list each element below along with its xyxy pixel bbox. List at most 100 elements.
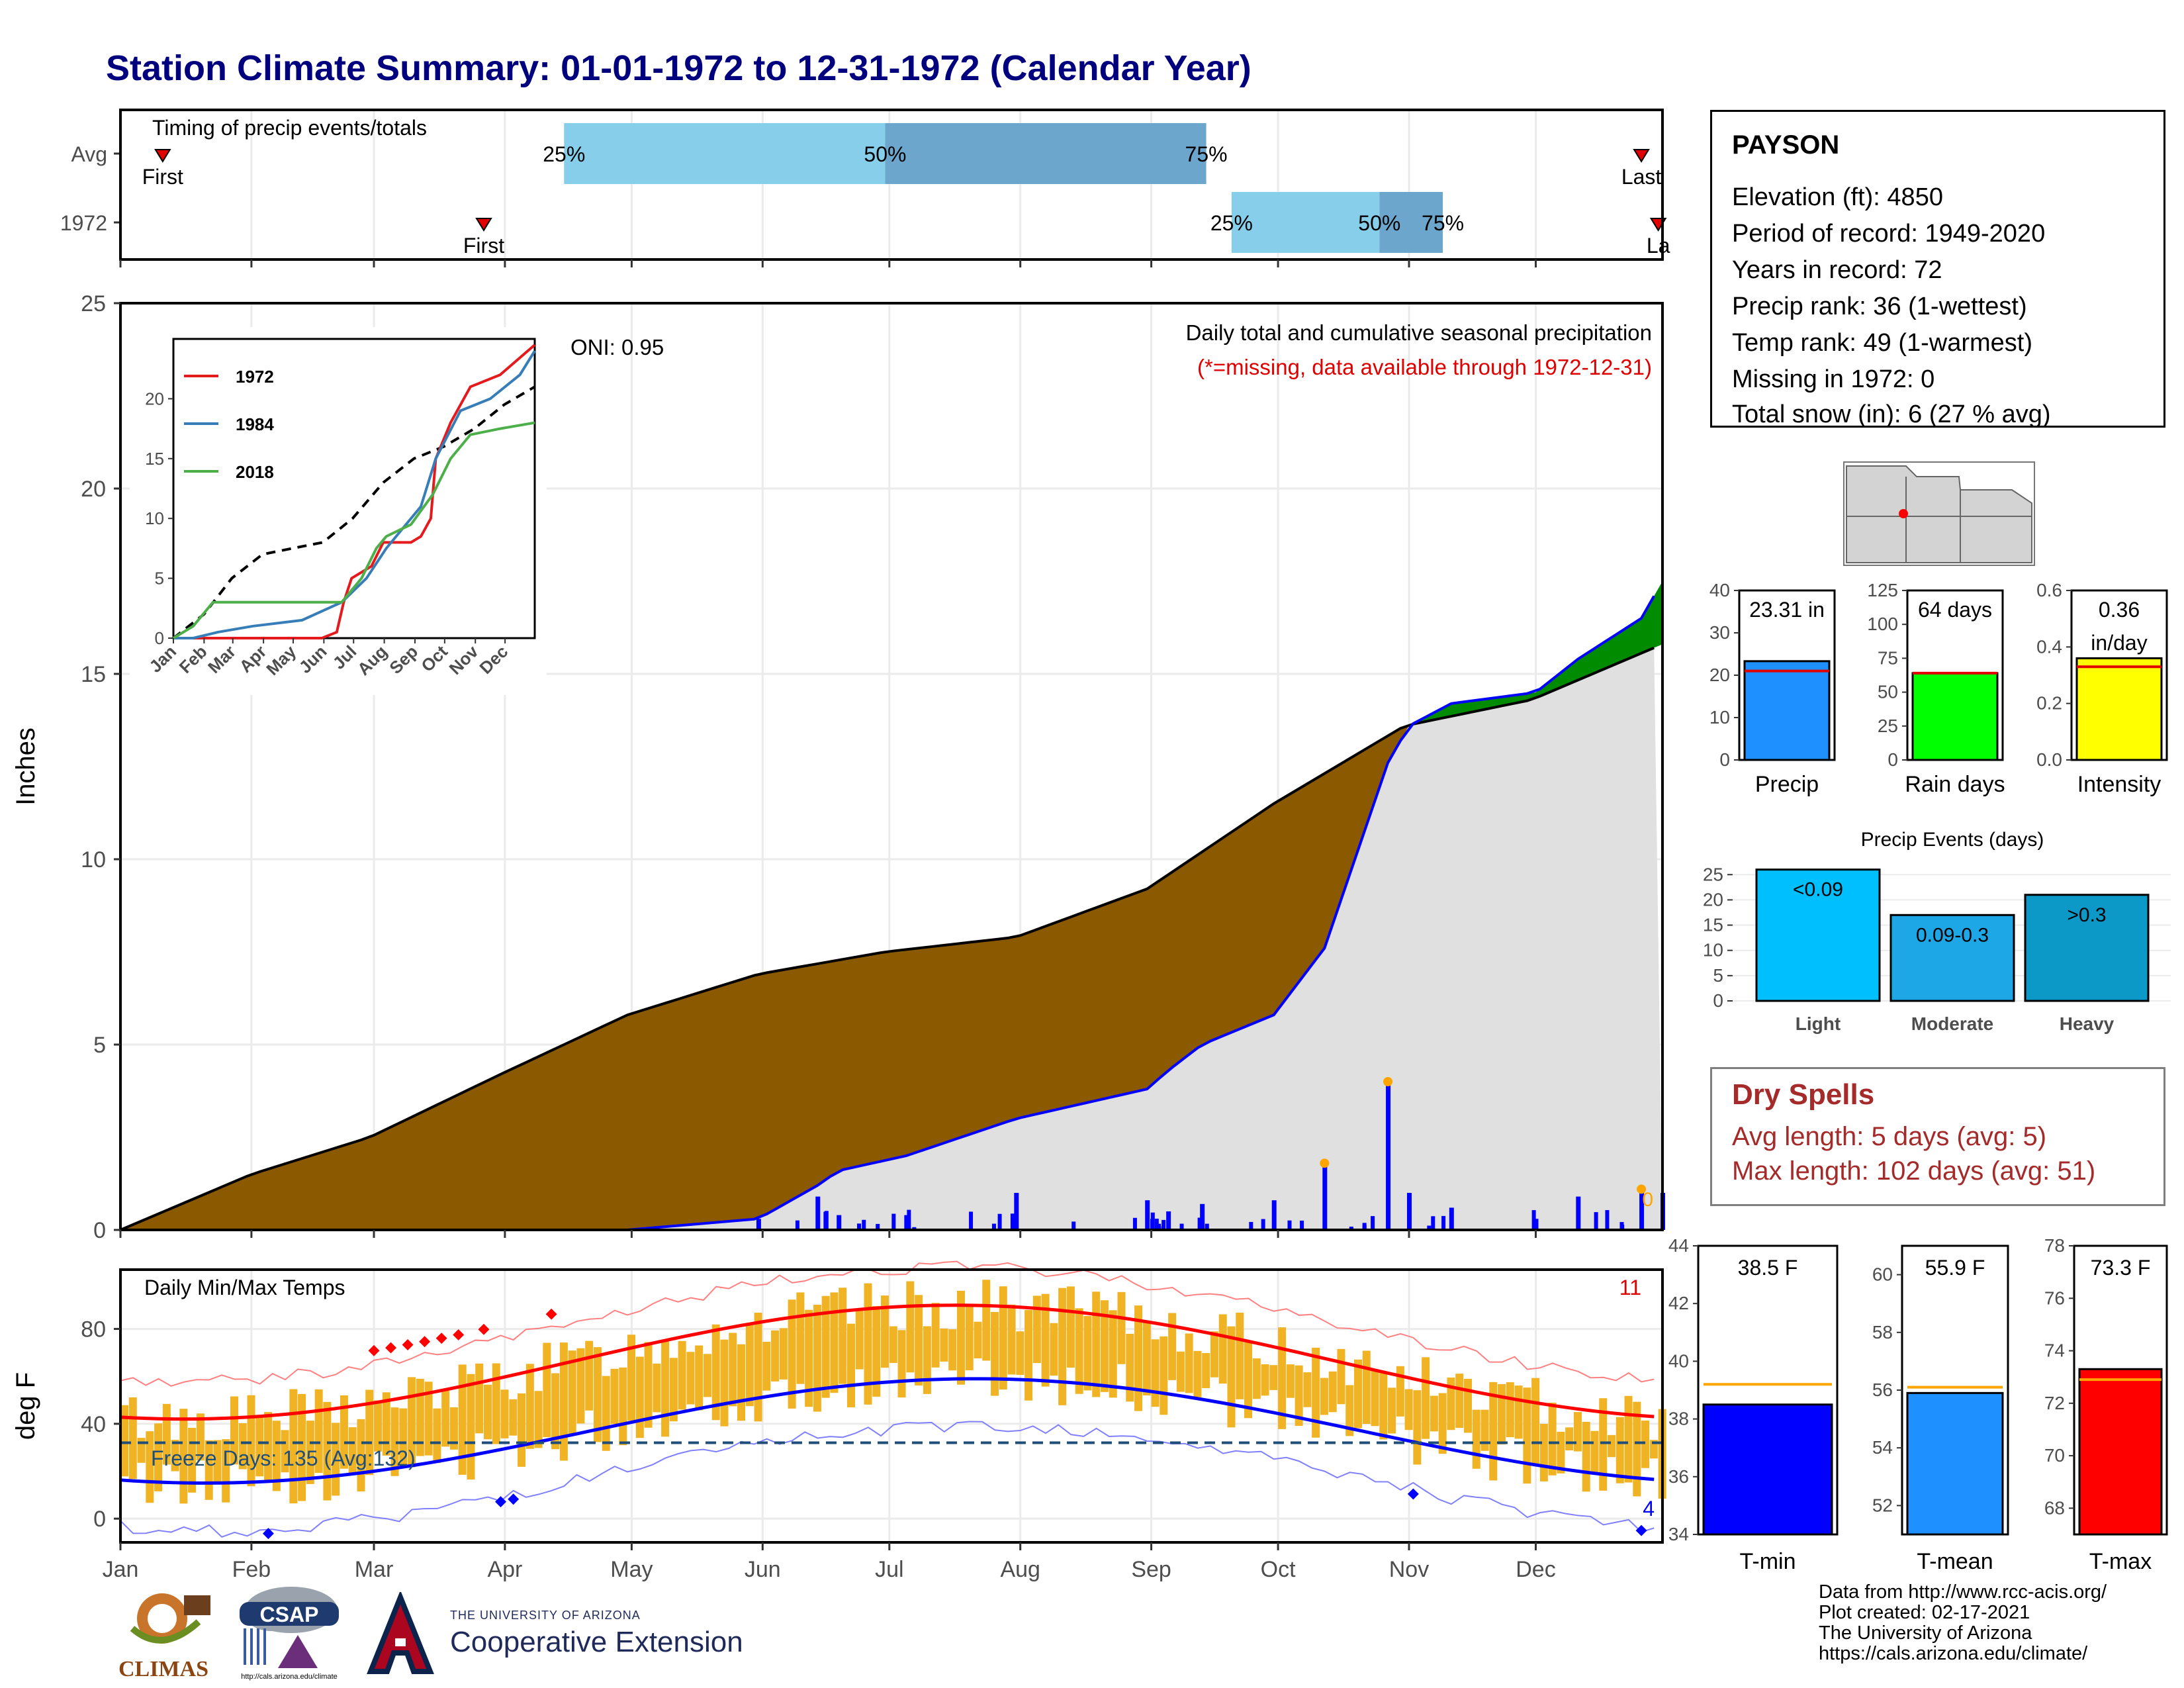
events-bar-heavy (2024, 894, 2150, 1002)
precip-daily-bar (1406, 1193, 1412, 1230)
temp-daily-bar (1117, 1291, 1126, 1364)
climas-logo: CLIMAS (118, 1593, 210, 1681)
events-bar-value: <0.09 (1793, 879, 1843, 901)
temp-daily-bar (991, 1311, 999, 1396)
month-label: Nov (1389, 1557, 1429, 1582)
timing-row-label: 1972 (60, 211, 107, 235)
temp-daily-bar (1438, 1393, 1447, 1454)
temp-daily-bar (1168, 1313, 1177, 1380)
precip-daily-bar (1145, 1200, 1150, 1230)
temp-daily-bar (559, 1342, 568, 1461)
temp-daily-bar (830, 1292, 839, 1393)
temp-daily-bar (821, 1295, 830, 1398)
precip-daily-bar (904, 1215, 909, 1230)
temp-daily-bar (627, 1335, 636, 1421)
temp-daily-bar (678, 1340, 686, 1410)
temp-daily-bar (771, 1330, 780, 1382)
precip-base-area (120, 647, 1662, 1230)
temp-daily-bar (340, 1395, 348, 1469)
ua-logo (367, 1592, 434, 1674)
temp-daily-bar (1615, 1417, 1624, 1483)
temp-daily-bar (1278, 1327, 1287, 1429)
timing-quantile-label: 50% (1358, 211, 1400, 235)
temp-y-tick-label: 80 (81, 1317, 106, 1342)
temp-record-low-line (120, 1421, 1655, 1538)
events-y-tick-label: 25 (1703, 864, 1723, 884)
timing-bar-q50-q75 (885, 123, 1206, 184)
tbar-y-tick-label: 52 (1872, 1495, 1893, 1515)
temp-daily-bar (551, 1373, 560, 1450)
tbar-y-tick-label: 36 (1668, 1466, 1689, 1487)
month-label: Aug (1000, 1557, 1040, 1582)
stat-y-tick-label: 0.6 (2036, 580, 2062, 600)
svg-text:http://cals.arizona.edu/climat: http://cals.arizona.edu/climate (241, 1673, 338, 1681)
temp-daily-bar (1109, 1310, 1117, 1398)
temp-daily-bar (974, 1321, 982, 1359)
stat-y-tick-label: 0.0 (2036, 749, 2062, 770)
precip-daily-bar (1197, 1217, 1202, 1230)
temp-daily-bar (1354, 1359, 1362, 1429)
temp-daily-bar (1337, 1348, 1345, 1405)
precip-daily-bar (815, 1196, 821, 1230)
info-temp-rank: Temp rank: 49 (1-warmest) (1732, 329, 2033, 357)
precip-daily-bar (1300, 1220, 1304, 1230)
temp-daily-bar (1396, 1366, 1404, 1417)
temp-record-low-marker (495, 1496, 507, 1508)
precip-events-chart: Precip Events (days) 0 5 10 15 20 25 <0.09 Light… (1703, 829, 2171, 1034)
stat-frame (1906, 589, 2004, 761)
temp-daily-bar (467, 1374, 475, 1480)
oni-label: ONI: 0.95 (570, 335, 664, 359)
precip-daily-bar (907, 1209, 911, 1230)
temp-panel: 0 40 80 Jan Feb Mar Apr May Jun Jul Aug Sep Oct Nov De… (11, 1260, 1666, 1582)
temp-daily-bar (1134, 1305, 1143, 1411)
temp-daily-bar (1176, 1351, 1185, 1392)
precip-heavy-marker (1637, 1184, 1647, 1194)
temp-daily-bar (593, 1347, 602, 1442)
info-missing: Missing in 1972: 0 (1732, 365, 1935, 393)
precip-daily-bar (857, 1223, 862, 1230)
timing-bar-q50-q75 (1379, 192, 1443, 253)
temp-daily-bar (1633, 1401, 1641, 1497)
temp-daily-bar (264, 1412, 273, 1481)
precip-daily-bar (1150, 1212, 1155, 1230)
temp-record-high-marker (435, 1333, 447, 1344)
precip-heavy-marker (1383, 1077, 1393, 1086)
stat-value-unit: in/day (2091, 631, 2147, 655)
precip-daily-bar (891, 1213, 896, 1230)
temp-daily-bar (1472, 1409, 1480, 1469)
inset-y-tick-label: 10 (145, 508, 164, 528)
tbar-y-tick-label: 42 (1668, 1293, 1689, 1313)
inset-legend-label: 1972 (236, 367, 274, 387)
precip-avg-cumulative-line (120, 646, 1655, 1231)
timing-quantile-label: 25% (543, 142, 585, 166)
temp-daily-bar (610, 1368, 619, 1425)
timing-panel: 25% 50% 75% First Last Avg 25% 50% 75% First La 197… (60, 109, 1670, 267)
temp-daily-bar (382, 1392, 390, 1456)
stat-category-label: Rain days (1905, 772, 2005, 797)
stat-value-label: 64 days (1918, 598, 1992, 622)
temp-y-tick-label: 40 (81, 1412, 106, 1437)
events-bar-moderate (1889, 914, 2015, 1002)
temp-daily-bar (1345, 1385, 1354, 1436)
temp-daily-bar (416, 1378, 424, 1456)
temp-daily-bar (1498, 1383, 1506, 1445)
precip-daily-bar (795, 1220, 799, 1230)
station-location-marker (1899, 509, 1908, 518)
tbar-category-label: T-mean (1917, 1549, 1993, 1574)
precip-daily-bar (1249, 1221, 1253, 1230)
temp-daily-bar (1422, 1357, 1430, 1439)
cold-days-count: 4 (1643, 1497, 1655, 1521)
temp-daily-bar (500, 1389, 509, 1438)
precip-daily-bar (1371, 1216, 1375, 1230)
temp-daily-bar (805, 1309, 813, 1407)
precip-daily-bar (1533, 1219, 1539, 1230)
temp-y-axis-label: deg F (11, 1372, 40, 1440)
credits: Data from http://www.rcc-acis.org/ Plot … (1819, 1582, 2107, 1664)
temp-daily-bar (1404, 1389, 1413, 1430)
precip-y-tick-label: 5 (93, 1033, 106, 1058)
precip-daily-bar (1261, 1219, 1265, 1230)
month-label: Jan (103, 1557, 139, 1582)
temp-daily-bar (745, 1323, 754, 1407)
tbar-y-tick-label: 78 (2044, 1235, 2065, 1256)
inset-series-line-1984 (173, 350, 536, 639)
